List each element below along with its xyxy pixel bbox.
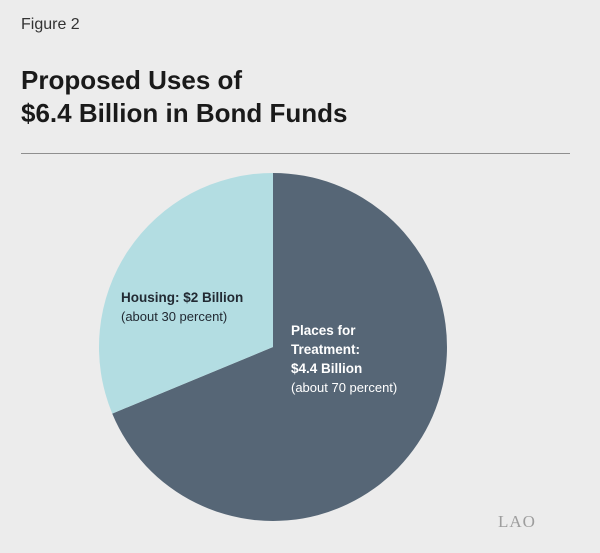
slice-label-treatment-line-3: $4.4 Billion (291, 361, 363, 376)
slice-label-housing: Housing: $2 Billion (about 30 percent) (121, 288, 243, 326)
chart-title-line-2: $6.4 Billion in Bond Funds (21, 98, 348, 128)
slice-label-treatment: Places for Treatment: $4.4 Billion (abou… (291, 321, 397, 397)
pie-slice-housing (98, 173, 273, 414)
lao-logo: LAO (498, 512, 536, 531)
chart-title: Proposed Uses of $6.4 Billion in Bond Fu… (21, 64, 561, 130)
slice-label-housing-percent: (about 30 percent) (121, 309, 228, 324)
slice-label-treatment-line-1: Places for (291, 323, 356, 338)
slice-label-treatment-percent: (about 70 percent) (291, 380, 398, 395)
pie-slice-places-for-treatment (112, 173, 447, 522)
slice-label-treatment-line-2: Treatment: (291, 342, 361, 357)
pie-slices (98, 173, 447, 522)
figure-label: Figure 2 (21, 16, 80, 33)
slice-label-housing-line-1: Housing: $2 Billion (121, 290, 244, 305)
chart-title-line-1: Proposed Uses of (21, 65, 243, 95)
title-divider (21, 153, 570, 154)
